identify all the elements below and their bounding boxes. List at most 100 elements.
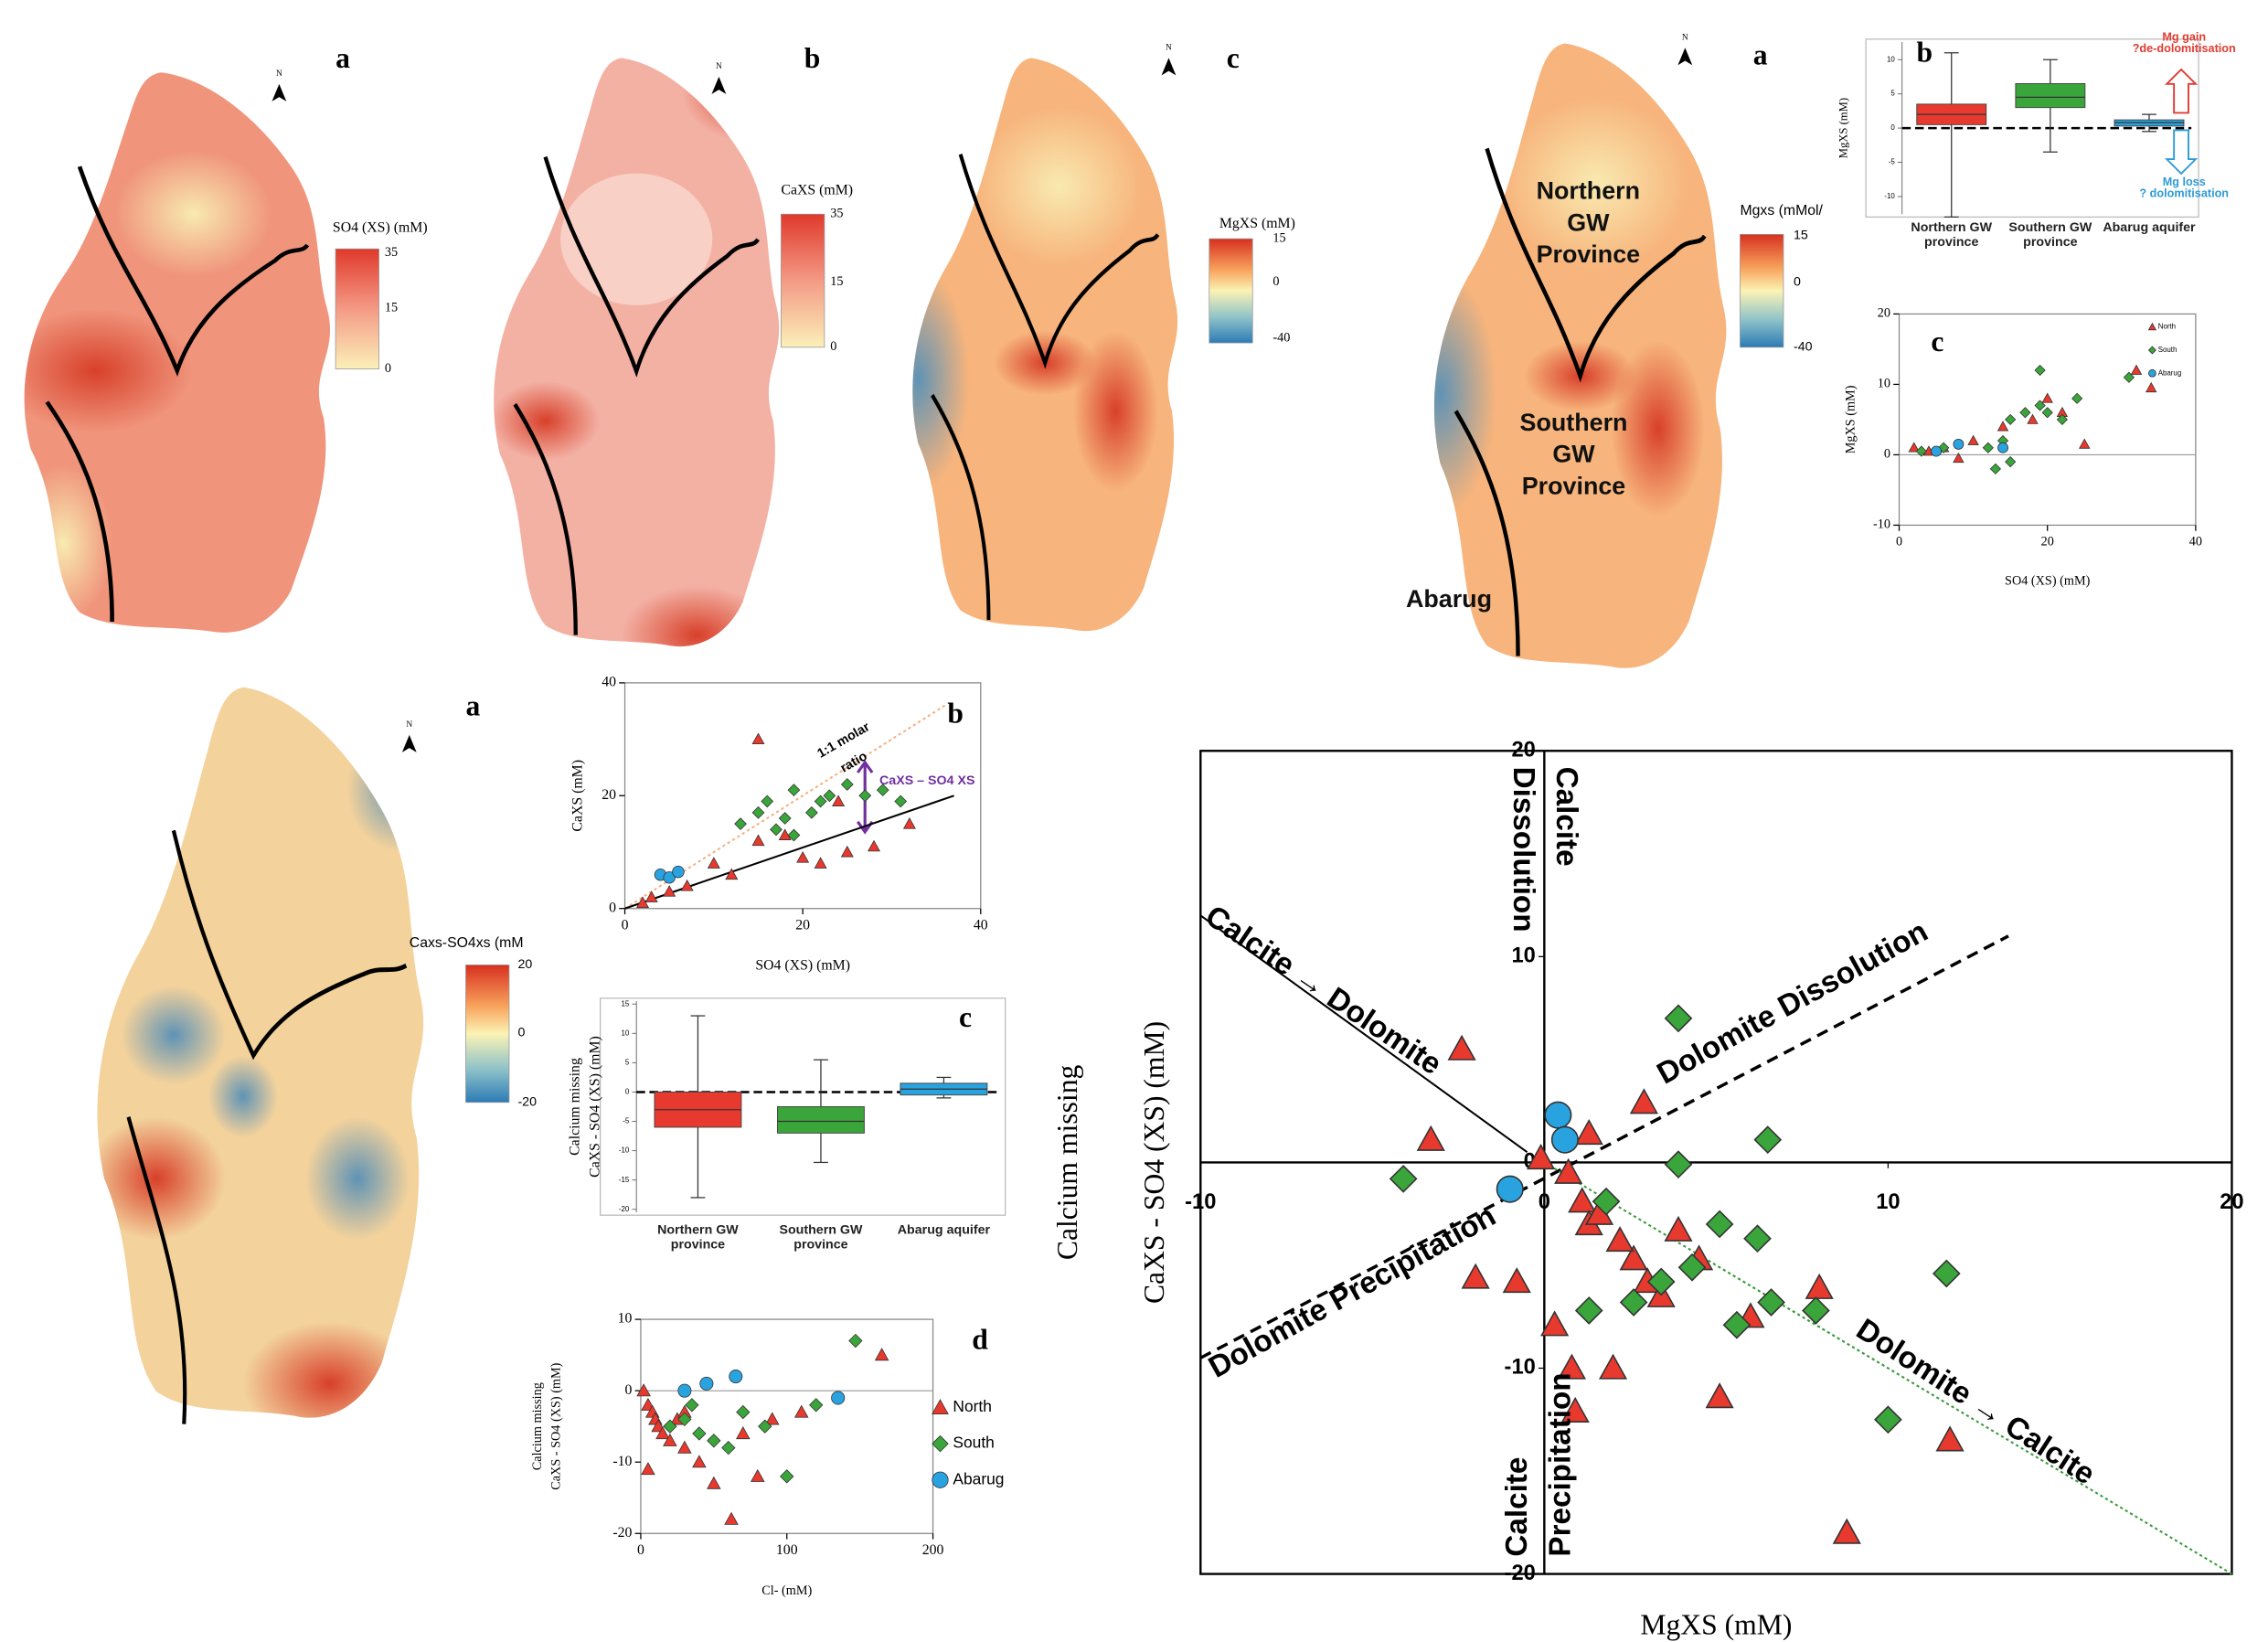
colorbar-tick: 0 <box>1272 274 1279 289</box>
x-tick-label: 40 <box>974 917 988 933</box>
colorbar: CaXS (mM) 35 15 0 <box>781 183 853 355</box>
y-tick-label: 20 <box>1878 306 1890 321</box>
region-label: Northern <box>1537 177 1640 205</box>
point <box>708 1477 720 1489</box>
point <box>1744 1225 1770 1251</box>
box-chart: -10-50510Northern GW provinceSouthern GW… <box>1837 31 2235 278</box>
plot-frame <box>641 1319 933 1533</box>
panel-label: b <box>947 698 964 730</box>
colorbar-title: SO4 (XS) (mM) <box>333 220 428 236</box>
x-tick-label: 100 <box>776 1542 798 1558</box>
legend-label: North <box>953 1397 992 1415</box>
point <box>708 1434 720 1447</box>
north-arrow: N <box>402 720 417 752</box>
point <box>1834 1519 1859 1543</box>
x-tick-label: 40 <box>2189 535 2202 549</box>
point <box>729 1370 742 1382</box>
legend-label: South <box>2158 346 2177 354</box>
point <box>752 733 764 743</box>
x-axis-label: SO4 (XS) (mM) <box>2005 573 2091 588</box>
legend-label: North <box>2158 323 2176 331</box>
point <box>737 1405 750 1418</box>
point <box>1666 1006 1691 1031</box>
colorbar-tick: 0 <box>385 361 391 376</box>
point <box>708 858 720 868</box>
point <box>1932 446 1942 456</box>
colorbar-tick: 35 <box>385 245 398 260</box>
annotation: Dolomite Dissolution <box>1652 914 1933 1091</box>
legend-label: Abarug <box>953 1469 1004 1487</box>
annotation: Calcite <box>1500 1457 1534 1557</box>
x-tick-label: 0 <box>1896 535 1902 549</box>
point <box>1463 1264 1488 1288</box>
y-tick-label: -10 <box>1505 1356 1536 1380</box>
x-tick-label: 200 <box>922 1542 944 1558</box>
north-arrow: N <box>1162 43 1177 75</box>
point <box>1390 1166 1416 1191</box>
colorbar-tick: 15 <box>1272 230 1285 245</box>
x-tick-label: 0 <box>1539 1190 1550 1214</box>
point <box>1968 435 1978 444</box>
category-label-box: Abarug aquifer <box>886 1222 1002 1280</box>
colorbar-title: MgXS (mM) <box>1219 216 1295 231</box>
colorbar-tick: 0 <box>1794 274 1801 289</box>
y-tick-label: -10 <box>1884 192 1895 200</box>
x-tick-label: 20 <box>795 917 810 933</box>
x-tick-label: 0 <box>637 1542 644 1558</box>
colorbar: Caxs-SO4xs (mM 20 0 -20 <box>410 935 537 1110</box>
y-tick-label: 0 <box>609 900 616 915</box>
north-arrow: N <box>1677 33 1692 65</box>
y-axis-label: MgXS (mM) <box>1837 98 1849 158</box>
point <box>2042 408 2052 418</box>
point <box>761 795 773 807</box>
y-tick-label: 15 <box>621 999 629 1008</box>
point <box>1600 1355 1625 1379</box>
point <box>849 1334 862 1347</box>
north-arrow: N <box>711 62 726 94</box>
panel-label: b <box>804 42 821 74</box>
map <box>0 72 340 637</box>
legend-marker <box>932 1472 948 1487</box>
point <box>735 818 747 830</box>
y-tick-label: 10 <box>1887 55 1895 63</box>
legend-label: South <box>953 1434 994 1452</box>
point <box>2042 393 2052 402</box>
point <box>824 790 836 802</box>
y-axis-label: CaXS (mM) <box>570 760 586 832</box>
point <box>673 866 685 878</box>
y-tick-label: -10 <box>612 1454 632 1469</box>
point <box>637 897 649 907</box>
point <box>788 784 800 796</box>
point <box>797 852 809 862</box>
panel-label: c <box>1931 325 1943 357</box>
panel-label: a <box>335 42 350 74</box>
y-tick-label: -5 <box>1889 158 1896 166</box>
point <box>2006 457 2016 467</box>
region-label: Province <box>1537 240 1641 268</box>
colorbar-title: Mgxs (mMol/ <box>1740 203 1823 219</box>
point <box>806 806 818 818</box>
point <box>779 813 791 825</box>
colorbar: MgXS (mM) 15 0 -40 <box>1209 216 1295 346</box>
colorbar-title: Caxs-SO4xs (mM <box>410 935 524 951</box>
point <box>876 1349 889 1360</box>
category-label: Northern GW province <box>640 1222 756 1253</box>
legend-marker <box>2148 347 2156 354</box>
point <box>815 858 826 868</box>
point <box>1541 1312 1567 1336</box>
region-label: GW <box>1552 441 1595 468</box>
y-tick-label: -5 <box>623 1117 630 1125</box>
colorbar-tick: -40 <box>1272 331 1290 346</box>
point <box>637 1384 650 1396</box>
figure: a b c a a N N N N N SO4 (XS) (mM) 35 15 … <box>0 0 2268 1642</box>
colorbar-tick: 15 <box>385 300 398 315</box>
point <box>1707 1211 1732 1237</box>
point <box>895 795 907 807</box>
point <box>832 1391 845 1404</box>
y-axis-label: Calcium missing <box>530 1382 545 1470</box>
panel-label: a <box>465 690 480 722</box>
point <box>795 1405 808 1417</box>
colorbar-tick: 0 <box>830 339 836 354</box>
annotation: Dolomite → Calcite <box>1850 1313 2101 1492</box>
